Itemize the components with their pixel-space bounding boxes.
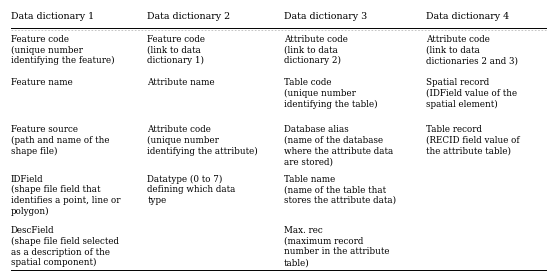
Text: Data dictionary 4: Data dictionary 4 (426, 12, 509, 21)
Text: Attribute code
(link to data
dictionaries 2 and 3): Attribute code (link to data dictionarie… (426, 35, 518, 65)
Text: Attribute code
(link to data
dictionary 2): Attribute code (link to data dictionary … (284, 35, 348, 65)
Text: Datatype (0 to 7)
defining which data
type: Datatype (0 to 7) defining which data ty… (148, 174, 236, 205)
Text: Database alias
(name of the database
where the attribute data
are stored): Database alias (name of the database whe… (284, 125, 393, 166)
Text: Table name
(name of the table that
stores the attribute data): Table name (name of the table that store… (284, 174, 396, 205)
Text: Feature code
(link to data
dictionary 1): Feature code (link to data dictionary 1) (148, 35, 206, 65)
Text: Data dictionary 3: Data dictionary 3 (284, 12, 367, 21)
Text: Attribute name: Attribute name (148, 78, 215, 87)
Text: Feature name: Feature name (11, 78, 73, 87)
Text: Attribute code
(unique number
identifying the attribute): Attribute code (unique number identifyin… (148, 125, 258, 156)
Text: IDField
(shape file field that
identifies a point, line or
polygon): IDField (shape file field that identifie… (11, 174, 120, 216)
Text: Feature source
(path and name of the
shape file): Feature source (path and name of the sha… (11, 125, 110, 156)
Text: Table code
(unique number
identifying the table): Table code (unique number identifying th… (284, 78, 378, 109)
Text: Max. rec
(maximum record
number in the attribute
table): Max. rec (maximum record number in the a… (284, 226, 389, 267)
Text: Data dictionary 2: Data dictionary 2 (148, 12, 231, 21)
Text: Table record
(RECID field value of
the attribute table): Table record (RECID field value of the a… (426, 125, 520, 155)
Text: Data dictionary 1: Data dictionary 1 (11, 12, 94, 21)
Text: Spatial record
(IDField value of the
spatial element): Spatial record (IDField value of the spa… (426, 78, 517, 109)
Text: Feature code
(unique number
identifying the feature): Feature code (unique number identifying … (11, 35, 115, 65)
Text: DescField
(shape file field selected
as a description of the
spatial component): DescField (shape file field selected as … (11, 226, 119, 267)
